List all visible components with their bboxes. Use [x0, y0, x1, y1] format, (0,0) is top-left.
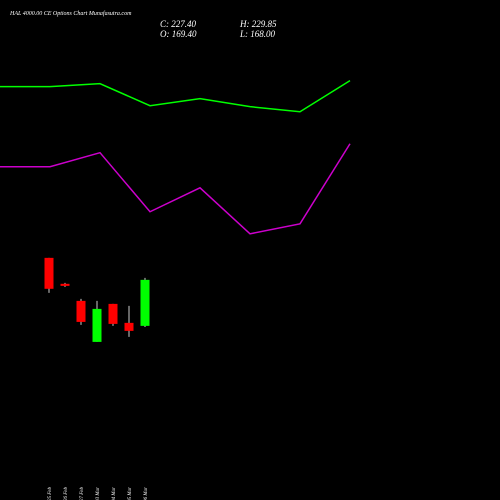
x-tick-label: 05 Mar — [128, 487, 133, 500]
low-label: L: 168.00 — [239, 29, 276, 39]
candle-body — [140, 279, 150, 326]
high-label: H: 229.85 — [239, 19, 277, 29]
x-tick-label: 27 Feb — [80, 487, 85, 500]
indicator-line — [0, 143, 351, 235]
open-label: O: 169.40 — [160, 29, 197, 39]
x-tick-label: 25 Feb — [48, 487, 53, 500]
chart-title: HAL 4000.00 CE Options Chart Munafasutra… — [9, 10, 132, 17]
candle-body — [76, 300, 86, 322]
candle-body — [108, 303, 118, 324]
x-tick-label: 06 Mar — [144, 487, 149, 500]
x-tick-label: 03 Mar — [96, 487, 101, 500]
x-tick-label: 26 Feb — [64, 487, 69, 500]
candle-body — [44, 257, 54, 289]
x-tick-label: 04 Mar — [112, 487, 117, 500]
candle-body — [92, 308, 102, 342]
candle-body — [124, 322, 134, 331]
close-label: C: 227.40 — [160, 19, 197, 29]
candle-body — [60, 283, 70, 286]
indicator-line — [0, 79, 351, 113]
